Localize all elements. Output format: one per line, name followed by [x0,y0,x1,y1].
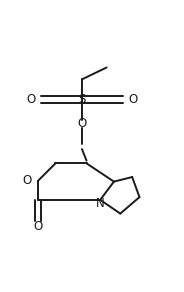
Text: O: O [23,174,32,187]
Text: S: S [78,93,86,106]
Text: N: N [96,197,105,210]
Text: O: O [33,220,43,233]
Text: O: O [128,93,138,106]
Text: O: O [77,117,87,130]
Text: O: O [26,93,36,106]
